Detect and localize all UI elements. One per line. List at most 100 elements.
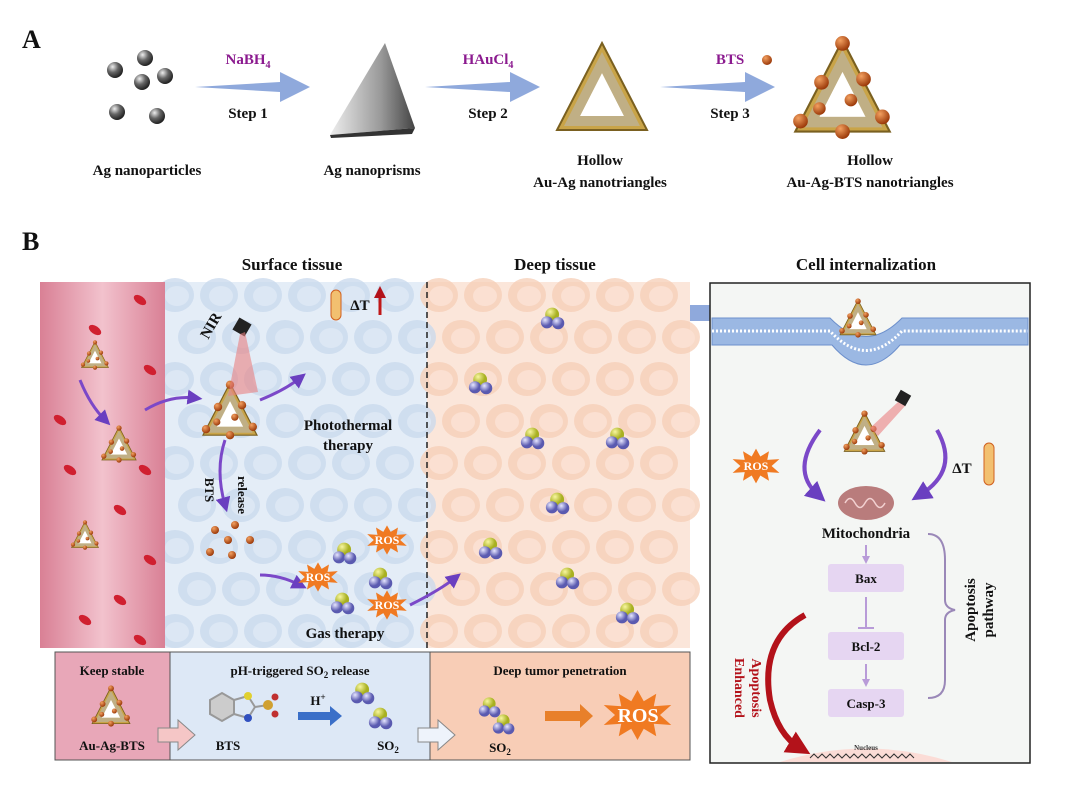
cell-nucleus: [451, 328, 475, 348]
red-blood-cell: [53, 414, 67, 426]
cell-nucleus: [561, 286, 585, 306]
cell-nucleus: [583, 412, 607, 432]
cell-nucleus: [517, 622, 541, 642]
cell-nucleus: [451, 412, 475, 432]
cell-nucleus: [561, 622, 585, 642]
cell-nucleus: [627, 328, 651, 348]
cell-nucleus: [429, 286, 453, 306]
cell-nucleus: [385, 286, 409, 306]
cell-nucleus: [495, 412, 519, 432]
cell-nucleus: [451, 580, 475, 600]
bts-molecule-icon: [209, 691, 279, 723]
cell-nucleus: [253, 454, 277, 474]
apoptosis-pathway-label: Apoptosis: [963, 578, 979, 642]
cell-nucleus: [165, 538, 189, 558]
cell-nucleus: [297, 538, 321, 558]
penetration-arrow: [545, 704, 593, 728]
cell-nucleus: [363, 496, 387, 516]
cell-nucleus: [561, 538, 585, 558]
cell-nucleus: [517, 454, 541, 474]
reagent-label: HAuCl4: [463, 52, 514, 71]
cell-nucleus: [385, 454, 409, 474]
step-label: Step 1: [228, 106, 268, 122]
enhanced-apoptosis-label: Enhanced: [731, 658, 746, 718]
cell-nucleus: [605, 454, 629, 474]
cell-nucleus: [605, 622, 629, 642]
flow-arrows: [78, 373, 461, 607]
hollow-au-ag-nanotriangle-icon: [556, 42, 648, 131]
delta-t-label: ΔT: [952, 461, 971, 477]
cell-nucleus: [561, 454, 585, 474]
photothermal-label: Photothermal: [304, 418, 392, 434]
cell-nucleus: [495, 496, 519, 516]
cell-nucleus: [407, 328, 431, 348]
reaction-arrow: [298, 706, 342, 726]
cell-nucleus: [429, 538, 453, 558]
ag-nanoparticles-icon: [107, 50, 173, 124]
cell-nucleus: [209, 622, 233, 642]
nucleus: [780, 748, 952, 762]
cell-nucleus: [495, 328, 519, 348]
header-surface-tissue: Surface tissue: [242, 255, 343, 274]
release-label: release: [235, 476, 250, 514]
red-blood-cell: [133, 294, 147, 306]
cell-nucleus: [495, 580, 519, 600]
cell-nucleus: [671, 328, 695, 348]
pathway-label: Casp-3: [846, 696, 886, 711]
cell-nucleus: [429, 454, 453, 474]
red-blood-cell: [88, 324, 102, 336]
red-blood-cell: [113, 594, 127, 606]
cell-nucleus: [231, 496, 255, 516]
cell-nucleus: [671, 412, 695, 432]
cell-nucleus: [319, 328, 343, 348]
flow-arrow: [157, 718, 196, 752]
mitochondria-icon: [838, 486, 894, 520]
ros-label: ROS: [306, 570, 331, 584]
cell-nucleus: [583, 580, 607, 600]
cell-nucleus: [253, 622, 277, 642]
hollow-au-ag-bts-nanotriangle-icon: [793, 36, 890, 139]
cell-nucleus: [451, 496, 475, 516]
cell-nucleus: [165, 286, 189, 306]
cell-nucleus: [649, 538, 673, 558]
cell-nucleus: [407, 496, 431, 516]
red-blood-cell: [138, 464, 152, 476]
pathway-box: [828, 689, 904, 717]
red-blood-cell: [143, 364, 157, 376]
cell-nucleus: [319, 496, 343, 516]
cell-nucleus: [649, 286, 673, 306]
dna-icon: [809, 753, 915, 759]
cell-nucleus: [627, 496, 651, 516]
red-blood-cell: [143, 554, 157, 566]
cell-nucleus: [385, 370, 409, 390]
blood-vessel: [40, 282, 165, 648]
red-blood-cell: [63, 464, 77, 476]
product-label: Hollow: [847, 153, 893, 169]
cell-nucleus: [253, 286, 277, 306]
nucleus-label: Nucleus: [854, 744, 878, 752]
cell-nucleus: [517, 286, 541, 306]
photothermal-label: therapy: [323, 438, 373, 454]
cell-nucleus: [429, 622, 453, 642]
cell-nucleus: [649, 622, 673, 642]
flow-arrow: [417, 718, 456, 752]
apoptosis-pathway-label: pathway: [981, 582, 997, 638]
membrane-lipids: [712, 329, 1028, 352]
product-label: Au-Ag nanotriangles: [533, 175, 667, 191]
reagent-label: NaBH4: [225, 52, 270, 71]
pathway-brace: [927, 533, 956, 699]
delta-t-label: ΔT: [350, 298, 369, 314]
cell-nucleus: [539, 412, 563, 432]
deep-penetration-title: Deep tumor penetration: [493, 663, 627, 678]
cell-nucleus: [649, 370, 673, 390]
cell-nucleus: [561, 370, 585, 390]
cell-nucleus: [341, 370, 365, 390]
pathway-label: Bcl-2: [852, 639, 881, 654]
panel-a-label: A: [22, 25, 41, 54]
cell-nucleus: [341, 622, 365, 642]
cell-nucleus: [583, 496, 607, 516]
header-cell-internalization: Cell internalization: [796, 255, 937, 274]
mitochondria-cristae: [844, 497, 886, 509]
bts-ball-icon: [762, 55, 772, 65]
cell-nucleus: [297, 454, 321, 474]
